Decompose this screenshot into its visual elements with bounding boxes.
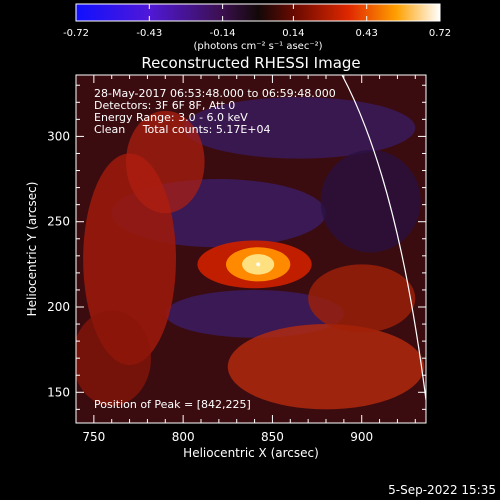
y-tick-label: 250 [47, 215, 70, 229]
peak-position-label: Position of Peak = [842,225] [94, 398, 251, 411]
info-energy-range: Energy Range: 3.0 - 6.0 keV [94, 111, 248, 124]
heatmap-image [76, 75, 426, 423]
x-tick-label: 750 [82, 430, 105, 444]
emission-region [183, 97, 416, 159]
observation-info: 28-May-2017 06:53:48.000 to 06:59:48.000… [94, 87, 336, 136]
info-total-counts: Clean Total counts: 5.17E+04 [94, 123, 271, 136]
timestamp: 5-Sep-2022 15:35 [388, 483, 496, 497]
emission-region [308, 264, 416, 333]
y-tick-label: 300 [47, 129, 70, 143]
emission-region [126, 110, 205, 214]
info-detectors: Detectors: 3F 6F 8F, Att 0 [94, 99, 235, 112]
colorbar-tick-label: -0.14 [210, 28, 236, 39]
solar-limb [341, 75, 426, 401]
colorbar-tick-label: 0.72 [429, 28, 451, 39]
y-tick-label: 150 [47, 385, 70, 399]
emission-region [76, 310, 151, 406]
x-axis-label: Heliocentric X (arcsec) [183, 446, 319, 460]
x-tick-label: 850 [261, 430, 284, 444]
x-tick-label: 800 [172, 430, 195, 444]
colorbar-tick-label: -0.43 [136, 28, 162, 39]
axis-ticks: 750 800 850 900 150 200 250 300 [47, 75, 426, 444]
chart-title: Reconstructed RHESSI Image [141, 54, 360, 72]
colorbar-unit-label: (photons cm⁻² s⁻¹ asec⁻²) [193, 41, 322, 52]
y-axis-label: Heliocentric Y (arcsec) [25, 182, 39, 317]
peak-marker [256, 262, 261, 267]
emission-region [320, 150, 421, 253]
x-tick-label: 900 [350, 430, 373, 444]
colorbar-tick-label: -0.72 [63, 28, 89, 39]
emission-region [227, 324, 425, 410]
colorbar-tick-label: 0.43 [356, 28, 378, 39]
colorbar-ticks: -0.72 -0.43 -0.14 0.14 0.43 0.72 [63, 4, 451, 39]
y-tick-label: 200 [47, 300, 70, 314]
colorbar [75, 3, 441, 22]
info-time-range: 28-May-2017 06:53:48.000 to 06:59:48.000 [94, 87, 336, 100]
plot-frame [75, 74, 427, 424]
colorbar-tick-label: 0.14 [282, 28, 304, 39]
